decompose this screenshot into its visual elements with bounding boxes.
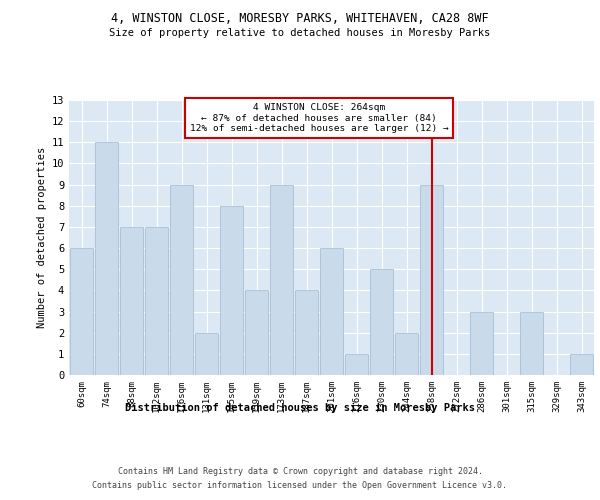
Bar [320,248,343,375]
Bar [570,354,593,375]
Bar [120,227,143,375]
Bar [370,269,393,375]
Bar [170,184,193,375]
Bar [295,290,318,375]
Bar [520,312,543,375]
Text: Distribution of detached houses by size in Moresby Parks: Distribution of detached houses by size … [125,402,475,412]
Bar [145,227,168,375]
Text: Contains HM Land Registry data © Crown copyright and database right 2024.: Contains HM Land Registry data © Crown c… [118,468,482,476]
Bar [220,206,243,375]
Bar [420,184,443,375]
Bar [395,332,418,375]
Bar [95,142,118,375]
Bar [270,184,293,375]
Bar [245,290,268,375]
Bar [345,354,368,375]
Text: Contains public sector information licensed under the Open Government Licence v3: Contains public sector information licen… [92,481,508,490]
Bar [470,312,493,375]
Bar [195,332,218,375]
Y-axis label: Number of detached properties: Number of detached properties [37,147,47,328]
Bar [70,248,93,375]
Text: Size of property relative to detached houses in Moresby Parks: Size of property relative to detached ho… [109,28,491,38]
Text: 4, WINSTON CLOSE, MORESBY PARKS, WHITEHAVEN, CA28 8WF: 4, WINSTON CLOSE, MORESBY PARKS, WHITEHA… [111,12,489,26]
Text: 4 WINSTON CLOSE: 264sqm
← 87% of detached houses are smaller (84)
12% of semi-de: 4 WINSTON CLOSE: 264sqm ← 87% of detache… [190,103,448,133]
